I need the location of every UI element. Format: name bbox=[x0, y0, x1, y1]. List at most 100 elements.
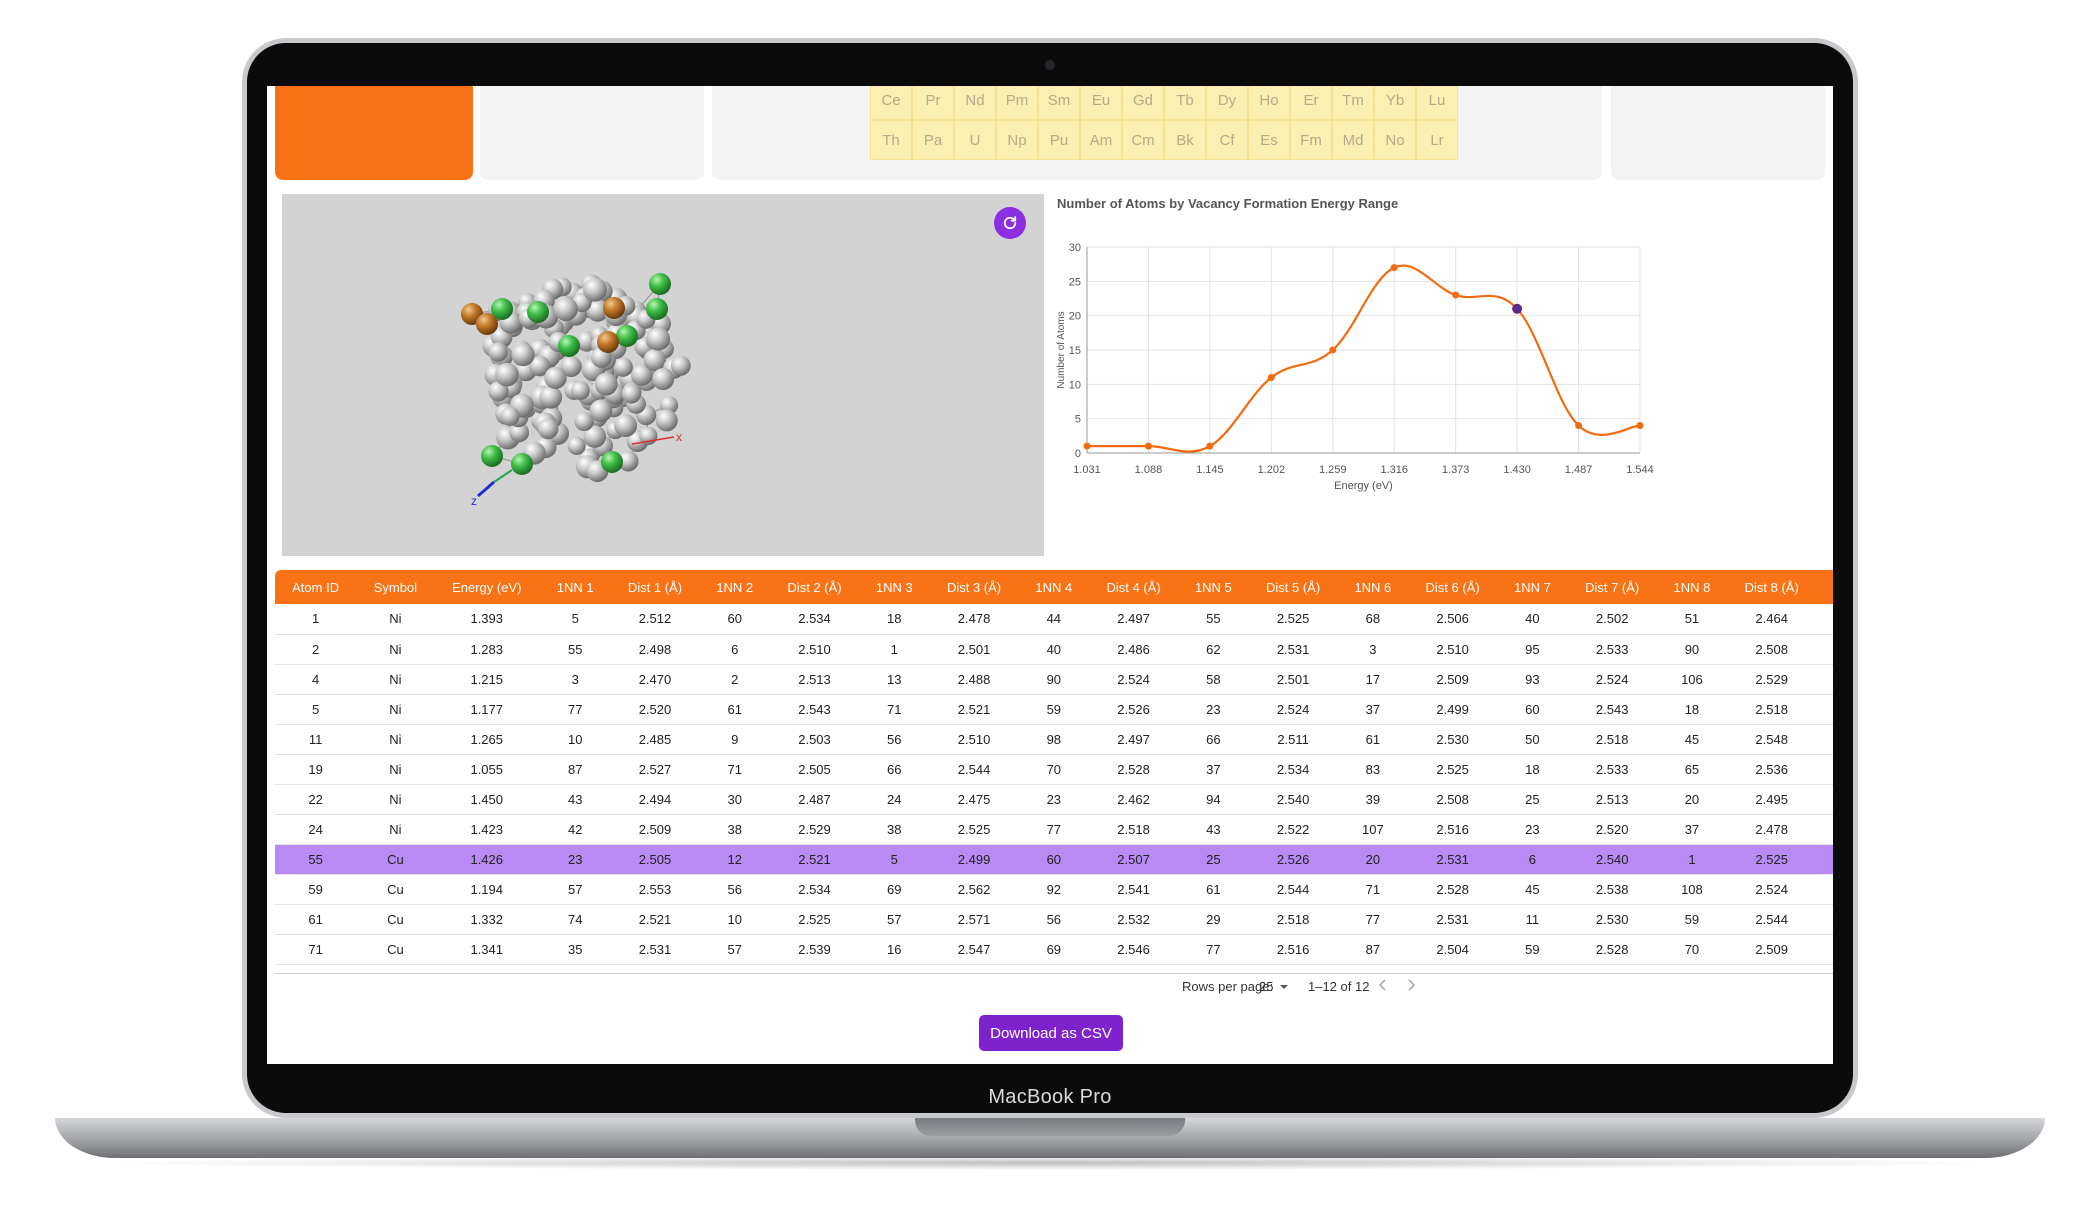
atom-sphere[interactable] bbox=[630, 364, 653, 386]
element-nd[interactable]: Nd bbox=[954, 86, 996, 120]
refresh-button[interactable] bbox=[994, 207, 1026, 239]
atom-sphere[interactable] bbox=[558, 335, 580, 357]
column-header[interactable]: Dist 8 (Å) bbox=[1728, 570, 1816, 604]
element-md[interactable]: Md bbox=[1332, 120, 1374, 160]
atom-sphere[interactable] bbox=[476, 313, 498, 335]
table-row[interactable]: 71 Cu 1.341 35 2.531 57 2.539 16 2.547 69 2.546 77 2… bbox=[275, 934, 1833, 965]
atom-sphere[interactable] bbox=[491, 298, 513, 320]
column-header[interactable]: 1NN 5 bbox=[1177, 570, 1250, 604]
column-header[interactable]: 1NN 1 bbox=[538, 570, 612, 604]
column-header[interactable]: Dist 1 (Å) bbox=[611, 570, 699, 604]
table-row[interactable]: 24 Ni 1.423 42 2.509 38 2.529 38 2.525 77 2.518 43 2… bbox=[275, 814, 1833, 845]
atom-cluster-render[interactable]: z x bbox=[282, 194, 1044, 556]
atom-sphere[interactable] bbox=[495, 362, 519, 387]
atom-sphere[interactable] bbox=[603, 297, 625, 319]
element-no[interactable]: No bbox=[1374, 120, 1416, 160]
column-header[interactable]: Dist 2 (Å) bbox=[771, 570, 859, 604]
element-pa[interactable]: Pa bbox=[912, 120, 954, 160]
column-header[interactable]: 1NN 2 bbox=[698, 570, 771, 604]
element-lr[interactable]: Lr bbox=[1416, 120, 1458, 160]
atom-sphere[interactable] bbox=[544, 366, 567, 390]
element-cf[interactable]: Cf bbox=[1206, 120, 1248, 160]
table-row[interactable]: 5 Ni 1.177 77 2.520 61 2.543 71 2.521 59 2.526 23 2.… bbox=[275, 694, 1833, 725]
atom-sphere[interactable] bbox=[529, 355, 550, 377]
element-am[interactable]: Am bbox=[1080, 120, 1122, 160]
element-cm[interactable]: Cm bbox=[1122, 120, 1164, 160]
atom-sphere[interactable] bbox=[574, 411, 594, 432]
atom-sphere[interactable] bbox=[652, 368, 675, 391]
atom-sphere[interactable] bbox=[481, 445, 503, 467]
atom-sphere[interactable] bbox=[500, 406, 520, 426]
column-header[interactable]: Energy (eV) bbox=[434, 570, 539, 604]
column-header[interactable]: Dist 4 (Å) bbox=[1090, 570, 1178, 604]
atom-sphere[interactable] bbox=[621, 384, 642, 404]
atom-sphere[interactable] bbox=[570, 381, 590, 400]
atom-sphere[interactable] bbox=[553, 297, 578, 322]
atom-sphere[interactable] bbox=[646, 327, 671, 351]
element-pu[interactable]: Pu bbox=[1038, 120, 1080, 160]
atom-sphere[interactable] bbox=[601, 451, 623, 473]
atom-sphere[interactable] bbox=[646, 298, 668, 320]
element-fm[interactable]: Fm bbox=[1290, 120, 1332, 160]
atom-sphere[interactable] bbox=[537, 418, 559, 440]
column-header[interactable]: 1NN 9 bbox=[1815, 570, 1833, 604]
atom-sphere[interactable] bbox=[583, 277, 607, 302]
column-header[interactable]: 1NN 7 bbox=[1496, 570, 1569, 604]
element-pr[interactable]: Pr bbox=[912, 86, 954, 120]
column-header[interactable]: Dist 6 (Å) bbox=[1409, 570, 1497, 604]
atom-sphere[interactable] bbox=[527, 301, 549, 323]
element-gd[interactable]: Gd bbox=[1122, 86, 1164, 120]
element-es[interactable]: Es bbox=[1248, 120, 1290, 160]
atoms[interactable] bbox=[461, 273, 691, 483]
element-bk[interactable]: Bk bbox=[1164, 120, 1206, 160]
element-sm[interactable]: Sm bbox=[1038, 86, 1080, 120]
atom-sphere[interactable] bbox=[539, 386, 563, 409]
atom-sphere[interactable] bbox=[597, 331, 619, 353]
column-header[interactable]: 1NN 3 bbox=[858, 570, 931, 604]
column-header[interactable]: Dist 3 (Å) bbox=[930, 570, 1018, 604]
atom-sphere[interactable] bbox=[511, 453, 533, 475]
table-row[interactable]: 22 Ni 1.450 43 2.494 30 2.487 24 2.475 23 2.462 94 2… bbox=[275, 784, 1833, 815]
table-row[interactable]: 4 Ni 1.215 3 2.470 2 2.513 13 2.488 90 2.524 58 2.50… bbox=[275, 664, 1833, 695]
table-row[interactable]: 2 Ni 1.283 55 2.498 6 2.510 1 2.501 40 2.486 62 2.53… bbox=[275, 634, 1833, 665]
atom-sphere[interactable] bbox=[616, 325, 638, 347]
atom-sphere[interactable] bbox=[594, 372, 618, 396]
column-header[interactable]: 1NN 8 bbox=[1655, 570, 1729, 604]
element-ho[interactable]: Ho bbox=[1248, 86, 1290, 120]
atom-sphere[interactable] bbox=[488, 342, 508, 362]
column-header[interactable]: Dist 5 (Å) bbox=[1249, 570, 1337, 604]
prev-page-button[interactable] bbox=[1376, 974, 1390, 999]
atom-sphere[interactable] bbox=[511, 343, 535, 367]
table-row[interactable]: 11 Ni 1.265 10 2.485 9 2.503 56 2.510 98 2.497 66 2.… bbox=[275, 724, 1833, 755]
table-row[interactable]: 61 Cu 1.332 74 2.521 10 2.525 57 2.571 56 2.532 29 2… bbox=[275, 904, 1833, 935]
atom-sphere[interactable] bbox=[670, 355, 691, 376]
atom-sphere[interactable] bbox=[613, 357, 633, 377]
table-row[interactable]: 19 Ni 1.055 87 2.527 71 2.505 66 2.544 70 2.528 37 2… bbox=[275, 754, 1833, 785]
element-tm[interactable]: Tm bbox=[1332, 86, 1374, 120]
element-yb[interactable]: Yb bbox=[1374, 86, 1416, 120]
column-header[interactable]: 1NN 4 bbox=[1017, 570, 1091, 604]
atom-sphere[interactable] bbox=[567, 436, 586, 455]
atom-sphere[interactable] bbox=[643, 348, 667, 372]
column-header[interactable]: Dist 7 (Å) bbox=[1568, 570, 1656, 604]
element-dy[interactable]: Dy bbox=[1206, 86, 1248, 120]
atom-sphere[interactable] bbox=[488, 381, 509, 402]
element-th[interactable]: Th bbox=[870, 120, 912, 160]
download-csv-button[interactable]: Download as CSV bbox=[979, 1015, 1123, 1051]
atom-sphere[interactable] bbox=[614, 414, 638, 437]
table-row[interactable]: 55 Cu 1.426 23 2.505 12 2.521 5 2.499 60 2.507 25 2.… bbox=[275, 844, 1833, 875]
atom-sphere[interactable] bbox=[560, 355, 582, 377]
column-header[interactable]: Atom ID bbox=[275, 570, 357, 604]
atom-sphere[interactable] bbox=[583, 425, 607, 448]
element-u[interactable]: U bbox=[954, 120, 996, 160]
next-page-button[interactable] bbox=[1404, 974, 1418, 999]
element-lu[interactable]: Lu bbox=[1416, 86, 1458, 120]
atom-sphere[interactable] bbox=[589, 399, 613, 423]
element-np[interactable]: Np bbox=[996, 120, 1038, 160]
column-header[interactable]: 1NN 6 bbox=[1336, 570, 1410, 604]
structure-viewer[interactable]: z x bbox=[282, 194, 1044, 556]
element-tb[interactable]: Tb bbox=[1164, 86, 1206, 120]
atom-sphere[interactable] bbox=[618, 450, 639, 472]
atom-sphere[interactable] bbox=[586, 299, 609, 322]
element-pm[interactable]: Pm bbox=[996, 86, 1038, 120]
